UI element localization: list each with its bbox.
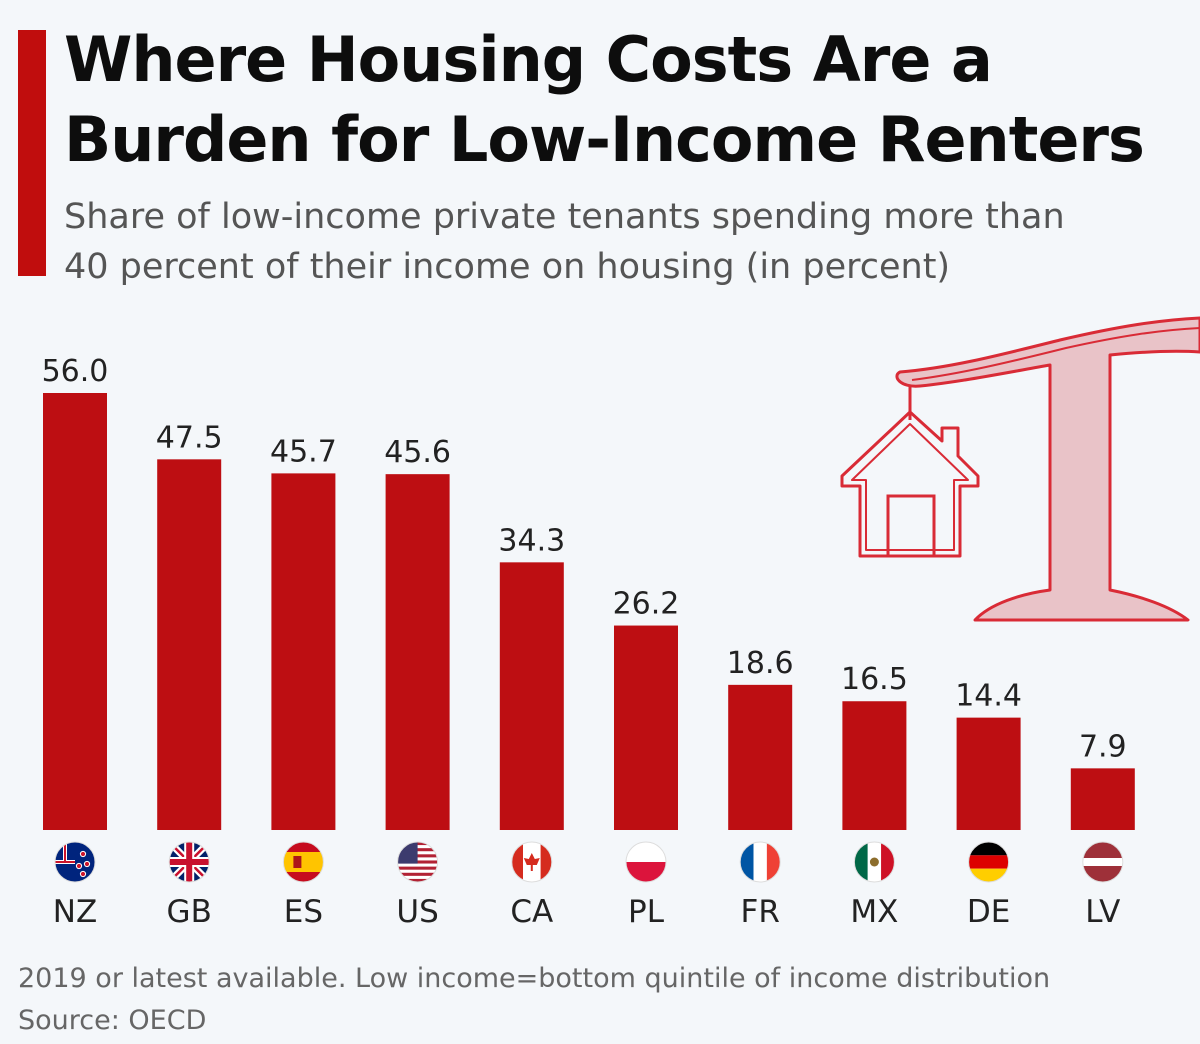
category-label-fr: FR [741, 894, 780, 930]
chart-subtitle: Share of low-income private tenants spen… [64, 192, 1174, 292]
chart-title: Where Housing Costs Are a Burden for Low… [64, 20, 1184, 180]
chart-title-line-1: Where Housing Costs Are a [64, 23, 993, 96]
value-label-fr: 18.6 [727, 646, 794, 681]
france-flag-icon [739, 841, 781, 883]
chart-footnote: 2019 or latest available. Low income=bot… [18, 958, 1050, 1042]
bar-nz [43, 393, 107, 830]
value-label-us: 45.6 [384, 435, 451, 470]
category-label-nz: NZ [53, 894, 97, 930]
value-label-pl: 26.2 [613, 587, 680, 622]
chart-subtitle-line-2: 40 percent of their income on housing (i… [64, 247, 951, 287]
value-label-es: 45.7 [270, 434, 337, 469]
category-label-gb: GB [167, 894, 212, 930]
category-label-pl: PL [628, 894, 665, 930]
bar-de [956, 717, 1021, 830]
chart-title-line-2: Burden for Low-Income Renters [64, 103, 1145, 176]
value-label-de: 14.4 [955, 679, 1022, 714]
value-label-ca: 34.3 [498, 523, 565, 558]
footnote-source: Source: OECD [18, 1005, 207, 1036]
bar-lv [1070, 768, 1135, 830]
value-label-lv: 7.9 [1079, 729, 1127, 764]
bar-ca [499, 562, 564, 830]
united-states-flag-icon [397, 841, 439, 883]
category-label-de: DE [967, 894, 1010, 930]
value-label-gb: 47.5 [156, 420, 223, 455]
footnote-note: 2019 or latest available. Low income=bot… [18, 963, 1051, 994]
bars-layer: 56.0 NZ 47.5 GB 45.7 ES 45.6 US 34.3 CA 26.2 PL 18.6… [42, 354, 1135, 930]
category-label-mx: MX [850, 894, 898, 930]
bar-fr [728, 684, 793, 830]
title-accent-bar [18, 30, 46, 276]
category-label-us: US [396, 894, 438, 930]
mexico-flag-icon [853, 841, 895, 883]
bar-gb [157, 459, 222, 830]
category-label-es: ES [284, 894, 323, 930]
house-hanging-from-crane-icon [840, 316, 1200, 622]
bar-pl [614, 625, 678, 830]
spain-flag-icon [282, 841, 324, 883]
category-label-lv: LV [1085, 894, 1120, 930]
bar-mx [842, 701, 907, 830]
poland-flag-icon [625, 841, 667, 883]
united-kingdom-flag-icon [168, 841, 210, 883]
value-label-nz: 56.0 [42, 354, 109, 389]
bar-us [385, 474, 450, 830]
new-zealand-flag-icon [54, 841, 96, 883]
canada-flag-icon [511, 841, 553, 883]
chart-subtitle-line-1: Share of low-income private tenants spen… [64, 197, 1065, 237]
latvia-flag-icon [1082, 841, 1124, 883]
germany-flag-icon [968, 841, 1010, 883]
bar-es [271, 473, 336, 830]
category-label-ca: CA [510, 894, 553, 930]
value-label-mx: 16.5 [841, 662, 908, 697]
